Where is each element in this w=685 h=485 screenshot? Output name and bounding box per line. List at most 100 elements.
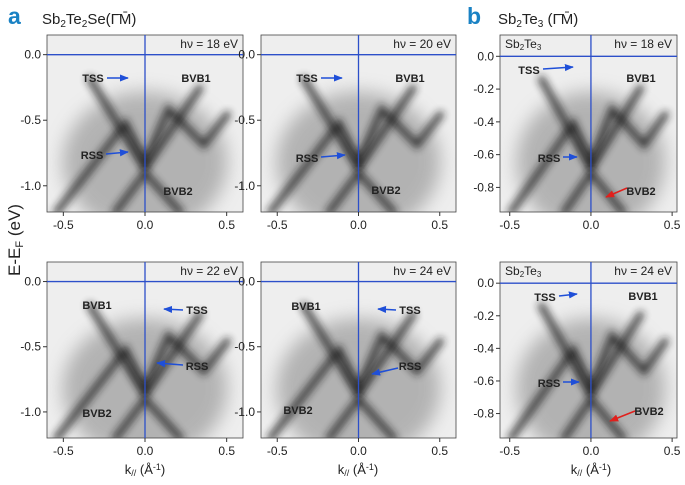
photon-energy: hν = 18 eV — [180, 37, 238, 51]
x-tick-label: -0.5 — [53, 444, 74, 458]
band-annotation: TSS — [399, 305, 420, 317]
band-annotation: BVB2 — [163, 186, 192, 198]
annotation-arrow — [163, 305, 184, 314]
x-tick-label: -0.5 — [499, 444, 520, 458]
inset-part: Te — [524, 37, 537, 51]
x-tick-label: 0.0 — [137, 444, 154, 458]
inset-part: Te — [524, 264, 537, 278]
annotation-arrow — [609, 410, 636, 422]
x-label-part: (Å — [136, 462, 153, 477]
photon-energy: hν = 20 eV — [393, 37, 451, 51]
photon-energy: hν = 24 eV — [614, 264, 672, 278]
arpes-panel: -0.5 0.0 0.5 0.0 -0.2 -0.4 -0.6 -0.8 hν = 24 eV S… — [473, 261, 681, 458]
x-label-part: (Å — [349, 462, 366, 477]
band-annotation: BVB2 — [371, 185, 400, 197]
y-tick-label: -0.5 — [20, 113, 41, 127]
y-label-part: E-E — [5, 248, 24, 276]
annotation-arrow — [377, 305, 397, 314]
x-tick-label: -0.5 — [267, 218, 288, 232]
annotation-arrow — [542, 63, 574, 72]
x-tick-label: 0.5 — [218, 444, 235, 458]
x-axis-label: k// (Å-1) — [125, 462, 166, 478]
band-annotation: TSS — [518, 65, 539, 77]
band-annotation: RSS — [538, 153, 561, 165]
x-label-part: ) — [161, 462, 165, 477]
panel-frame — [499, 261, 678, 439]
y-tick-label: 0.0 — [238, 48, 255, 62]
x-axis-label: k// (Å-1) — [571, 462, 612, 478]
y-label-part: (eV) — [5, 204, 24, 241]
panel-frame — [499, 34, 678, 213]
x-label-part: // — [577, 468, 583, 478]
y-tick-label: -0.2 — [473, 82, 494, 96]
annotation-arrow — [605, 187, 628, 198]
y-tick-label: -0.2 — [473, 309, 494, 323]
x-axis-label: k// (Å-1) — [338, 462, 379, 478]
band-annotation: BVB1 — [626, 73, 655, 85]
photon-energy: hν = 22 eV — [180, 264, 238, 278]
y-tick-label: -0.6 — [473, 148, 494, 162]
x-tick-label: 0.5 — [664, 444, 681, 458]
x-tick-label: 0.0 — [350, 218, 367, 232]
band-feature — [267, 329, 444, 438]
band-annotation: RSS — [538, 378, 561, 390]
band-annotation: TSS — [534, 292, 555, 304]
arpes-panel: -0.5 0.0 0.5 0.0 -0.5 -1.0 hν = 22 eV BVB1 TSS RS… — [20, 261, 244, 458]
heading-part: 2 — [82, 19, 88, 30]
heading-part: 2 — [516, 19, 522, 30]
x-label-part: // — [344, 468, 350, 478]
arpes-image — [500, 35, 677, 212]
panel-label: b — [467, 3, 481, 29]
x-label-part: -1 — [366, 462, 374, 472]
band-annotation: TSS — [296, 73, 317, 85]
x-tick-label: 0.0 — [350, 444, 367, 458]
band-annotation: BVB1 — [395, 73, 424, 85]
band-annotation: RSS — [186, 361, 209, 373]
annotation-arrow — [371, 367, 399, 376]
annotation-arrow — [105, 149, 129, 157]
band-annotation: RSS — [81, 150, 104, 162]
band-feature — [507, 102, 669, 212]
band-annotation: BVB2 — [626, 186, 655, 198]
heading-part: Se(Γ̄M̄) — [87, 11, 136, 28]
y-tick-label: -0.6 — [473, 374, 494, 388]
x-label-part: -1 — [153, 462, 161, 472]
annotation-arrow — [558, 291, 578, 299]
photon-energy: hν = 18 eV — [614, 37, 672, 51]
x-tick-label: 0.5 — [664, 218, 681, 232]
inset-part: 2 — [520, 270, 525, 279]
y-tick-label: 0.0 — [477, 49, 494, 63]
heading-part: 3 — [538, 19, 544, 30]
y-axis-label: E-EF (eV) — [5, 204, 26, 276]
y-tick-label: -1.0 — [234, 405, 255, 419]
x-label-part: k — [338, 462, 345, 477]
band-annotation: BVB1 — [291, 301, 320, 313]
inset-part: 2 — [520, 43, 525, 52]
inset-part: 3 — [537, 270, 542, 279]
band-annotation: TSS — [186, 305, 207, 317]
heading-part: Sb — [498, 11, 516, 28]
annotation-arrow — [156, 360, 184, 368]
inset-label: Sb2Te3 — [505, 264, 542, 279]
y-tick-label: 0.0 — [238, 275, 255, 289]
inset-label: Sb2Te3 — [505, 37, 542, 52]
x-tick-label: -0.5 — [53, 218, 74, 232]
y-tick-label: -0.5 — [234, 113, 255, 127]
y-tick-label: -0.8 — [473, 407, 494, 421]
x-tick-label: 0.0 — [583, 218, 600, 232]
x-tick-label: 0.5 — [431, 218, 448, 232]
y-label-part: F — [14, 241, 26, 248]
x-tick-label: 0.5 — [431, 444, 448, 458]
x-label-part: ) — [607, 462, 611, 477]
inset-part: Sb — [505, 264, 520, 278]
heading-part: (Γ̄M̄) — [543, 11, 578, 28]
band-annotation: BVB2 — [283, 405, 312, 417]
y-tick-label: -0.4 — [473, 341, 494, 355]
x-label-part: k — [571, 462, 578, 477]
panel-heading: Sb2Te2Se(Γ̄M̄) — [42, 11, 136, 30]
inset-part: 3 — [537, 43, 542, 52]
y-tick-label: -0.5 — [20, 340, 41, 354]
x-label-part: -1 — [599, 462, 607, 472]
x-label-part: k — [125, 462, 132, 477]
band-annotation: BVB2 — [82, 408, 111, 420]
